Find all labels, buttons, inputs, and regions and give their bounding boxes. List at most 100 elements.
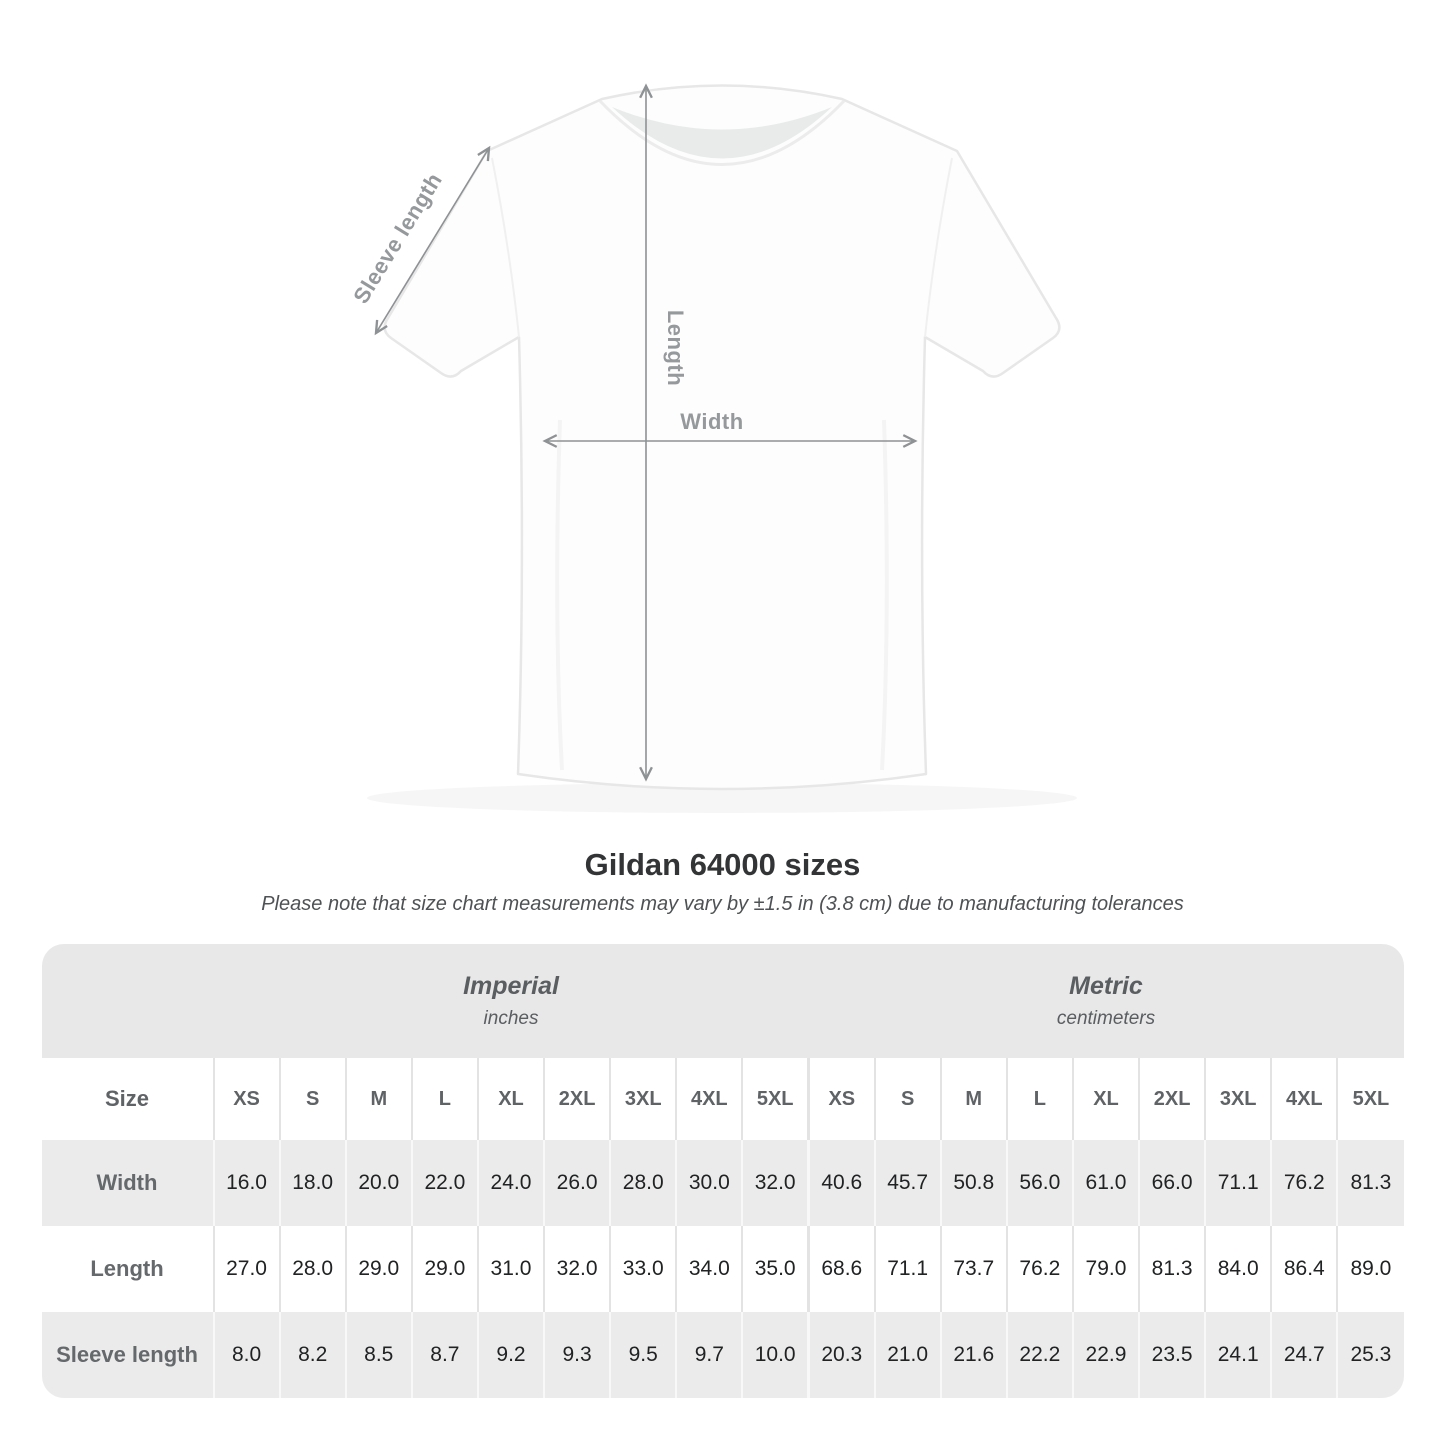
tshirt-illustration: Sleeve length Length Width [348,83,1077,813]
unit-band-spacer [42,944,214,1058]
value-cell-imperial: 24.0 [476,1140,545,1226]
value-cell-imperial: 9.5 [609,1312,677,1398]
size-header-metric-l: L [1005,1058,1073,1140]
value-cell-imperial: 8.0 [212,1312,280,1398]
collar-seam [598,99,846,166]
size-header-imperial-5xl: 5XL [741,1058,809,1140]
value-cell-imperial: 9.7 [675,1312,743,1398]
value-cell-imperial: 28.0 [609,1140,677,1226]
length-label: Length [663,310,688,386]
right-sleeve-seam [924,157,953,338]
value-cell-imperial: 27.0 [212,1226,280,1312]
value-cell-metric: 73.7 [939,1226,1007,1312]
value-cell-imperial: 32.0 [741,1140,809,1226]
value-cell-metric: 22.9 [1071,1312,1140,1398]
value-cell-metric: 25.3 [1336,1312,1404,1398]
width-label: Width [680,409,743,434]
size-header-metric-3xl: 3XL [1204,1058,1272,1140]
value-cell-metric: 50.8 [939,1140,1007,1226]
size-header-imperial-xl: XL [476,1058,545,1140]
value-cell-imperial: 29.0 [410,1226,478,1312]
imperial-unit: inches [483,1008,539,1029]
value-cell-metric: 68.6 [806,1226,875,1312]
tolerance-note: Please note that size chart measurements… [261,893,1184,915]
size-header-imperial-s: S [278,1058,346,1140]
size-header-imperial-2xl: 2XL [543,1058,611,1140]
table-row-sleeve-length: Sleeve length 8.0 8.2 8.5 8.7 9.2 9.3 9.5 9.7 10.… [41,1312,1404,1398]
value-cell-imperial: 9.2 [476,1312,545,1398]
tshirt-body [383,84,1061,791]
value-cell-metric: 79.0 [1071,1226,1140,1312]
row-label: Sleeve length [56,1342,198,1367]
value-cell-imperial: 8.2 [278,1312,346,1398]
value-cell-metric: 81.3 [1138,1226,1206,1312]
value-cell-metric: 45.7 [873,1140,941,1226]
value-cell-imperial: 28.0 [278,1226,346,1312]
table-row-length: Length 27.0 28.0 29.0 29.0 31.0 32.0 33.0 34.0 35… [42,1226,1404,1312]
fold-shading-right [880,419,889,771]
table-row-width: Width 16.0 18.0 20.0 22.0 24.0 26.0 28.0 30.0 32.… [41,1140,1404,1226]
row-label: Width [96,1170,158,1195]
collar-opening [612,107,832,159]
value-cell-imperial: 10.0 [741,1312,809,1398]
value-cell-imperial: 32.0 [543,1226,611,1312]
size-table: Imperial inches Metric centimeters Size X… [41,944,1404,1398]
page-title: Gildan 64000 sizes [584,847,861,882]
value-cell-imperial: 31.0 [476,1226,545,1312]
imperial-heading: Imperial [463,972,559,1000]
value-cell-imperial: 26.0 [543,1140,611,1226]
value-cell-metric: 21.0 [873,1312,941,1398]
sleeve-length-arrow [374,145,491,336]
size-header-imperial-4xl: 4XL [675,1058,743,1140]
unit-header-band: Imperial inches Metric centimeters [41,944,1404,1058]
value-cell-metric: 84.0 [1204,1226,1272,1312]
size-header-imperial-xs: XS [212,1058,280,1140]
size-header-metric-5xl: 5XL [1336,1058,1404,1140]
left-sleeve-seam [491,157,520,338]
shirt-shadow [367,783,1077,813]
value-cell-imperial: 30.0 [675,1140,743,1226]
value-cell-imperial: 8.7 [410,1312,478,1398]
size-header-imperial-m: M [344,1058,412,1140]
value-cell-imperial: 8.5 [344,1312,412,1398]
value-cell-metric: 76.2 [1270,1140,1338,1226]
size-header-metric-2xl: 2XL [1138,1058,1206,1140]
size-header-imperial-l: L [410,1058,478,1140]
tshirt-diagram: Sleeve length Length Width [348,83,1077,813]
value-cell-metric: 21.6 [939,1312,1007,1398]
unit-group-metric: Metric centimeters [809,944,1404,1058]
value-cell-metric: 23.5 [1138,1312,1206,1398]
unit-group-imperial: Imperial inches [214,944,809,1058]
value-cell-metric: 71.1 [873,1226,941,1312]
row-label: Length [90,1256,164,1281]
value-cell-imperial: 35.0 [741,1226,809,1312]
value-cell-metric: 89.0 [1336,1226,1404,1312]
value-cell-metric: 22.2 [1005,1312,1073,1398]
value-cell-metric: 76.2 [1005,1226,1073,1312]
value-cell-metric: 20.3 [806,1312,875,1398]
value-cell-imperial: 20.0 [344,1140,412,1226]
value-cell-imperial: 33.0 [609,1226,677,1312]
size-header-metric-4xl: 4XL [1270,1058,1338,1140]
size-header-row: Size XS S M L XL 2XL 3XL 4XL 5XL XS S M L XL 2XL 3XL 4XL 5… [41,1058,1404,1140]
size-column-header: Size [104,1086,150,1111]
metric-heading: Metric [1069,972,1143,1000]
value-cell-imperial: 29.0 [344,1226,412,1312]
value-cell-metric: 81.3 [1336,1140,1404,1226]
size-header-imperial-3xl: 3XL [609,1058,677,1140]
value-cell-metric: 40.6 [806,1140,875,1226]
value-cell-metric: 56.0 [1005,1140,1073,1226]
value-cell-imperial: 16.0 [212,1140,280,1226]
value-cell-metric: 66.0 [1138,1140,1206,1226]
value-cell-metric: 24.1 [1204,1312,1272,1398]
size-header-metric-xl: XL [1071,1058,1140,1140]
value-cell-metric: 71.1 [1204,1140,1272,1226]
measurements-table: Size XS S M L XL 2XL 3XL 4XL 5XL XS S M L XL 2XL 3XL 4XL 5… [41,1058,1404,1398]
value-cell-imperial: 34.0 [675,1226,743,1312]
size-header-metric-xs: XS [806,1058,875,1140]
size-header-metric-s: S [873,1058,941,1140]
size-header-metric-m: M [939,1058,1007,1140]
value-cell-imperial: 9.3 [543,1312,611,1398]
value-cell-imperial: 18.0 [278,1140,346,1226]
